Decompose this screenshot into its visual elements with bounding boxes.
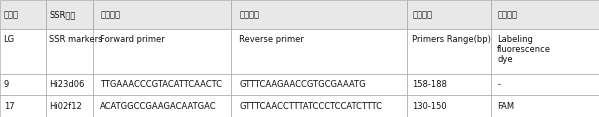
Text: 上游引物: 上游引物 (100, 10, 120, 19)
Text: Primers Range(bp): Primers Range(bp) (413, 35, 491, 44)
Bar (491, 74, 599, 95)
Bar (407, 95, 491, 117)
Bar (231, 29, 407, 74)
Text: 17: 17 (4, 102, 14, 111)
Text: FAM: FAM (497, 102, 515, 111)
Bar (231, 95, 407, 117)
Bar (93, 0, 231, 29)
Text: 荧光标记: 荧光标记 (497, 10, 518, 19)
Text: Forward primer: Forward primer (100, 35, 165, 44)
Bar (0, 95, 46, 117)
Text: 9: 9 (4, 80, 9, 89)
Bar (231, 0, 407, 29)
Text: 下游引物: 下游引物 (240, 10, 259, 19)
Text: LG: LG (4, 35, 15, 44)
Text: GTTTCAACCTTTATCCCTCCATCTTTC: GTTTCAACCTTTATCCCTCCATCTTTC (240, 102, 383, 111)
Bar (93, 95, 231, 117)
Bar (407, 0, 491, 29)
Bar (46, 29, 93, 74)
Bar (0, 0, 46, 29)
Text: -: - (497, 80, 500, 89)
Text: 130-150: 130-150 (413, 102, 447, 111)
Text: TTGAAACCCGTACATTCAACTC: TTGAAACCCGTACATTCAACTC (100, 80, 222, 89)
Bar (407, 74, 491, 95)
Text: 连锁群: 连锁群 (4, 10, 19, 19)
Bar (231, 74, 407, 95)
Bar (407, 29, 491, 74)
Bar (46, 0, 93, 29)
Text: GTTTCAAGAACCGTGCGAAATG: GTTTCAAGAACCGTGCGAAATG (240, 80, 366, 89)
Text: Hi02f12: Hi02f12 (49, 102, 82, 111)
Bar (46, 95, 93, 117)
Bar (0, 29, 46, 74)
Bar (0, 74, 46, 95)
Text: 扩增范围: 扩增范围 (413, 10, 432, 19)
Bar (46, 74, 93, 95)
Bar (491, 95, 599, 117)
Text: Labeling
fluorescence
dye: Labeling fluorescence dye (497, 35, 551, 64)
Text: SSR markers: SSR markers (49, 35, 102, 44)
Text: ACATGGCCGAAGACAATGAC: ACATGGCCGAAGACAATGAC (100, 102, 217, 111)
Bar (93, 29, 231, 74)
Bar (491, 29, 599, 74)
Text: SSR标记: SSR标记 (49, 10, 75, 19)
Text: 158-188: 158-188 (413, 80, 447, 89)
Bar (93, 74, 231, 95)
Text: Hi23d06: Hi23d06 (49, 80, 84, 89)
Bar (491, 0, 599, 29)
Text: Reverse primer: Reverse primer (240, 35, 304, 44)
